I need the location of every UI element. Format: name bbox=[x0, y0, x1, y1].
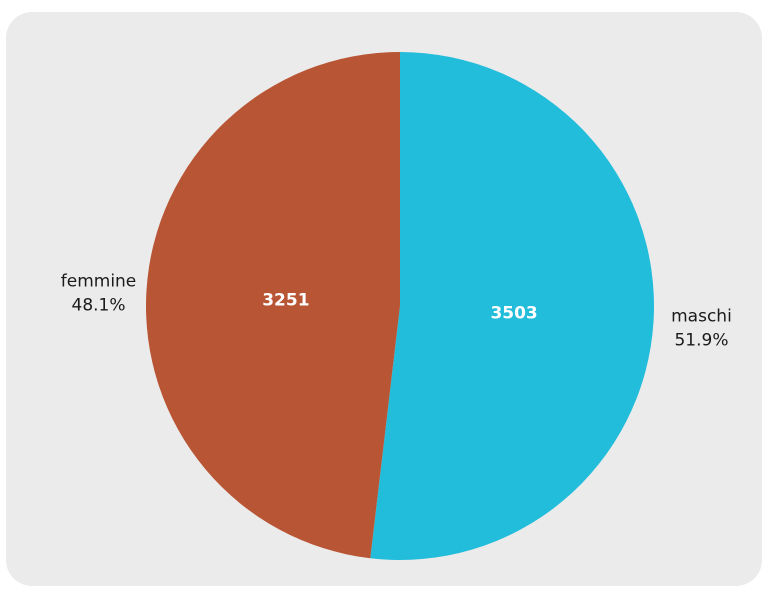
slice-label-femmine: femmine bbox=[61, 271, 137, 291]
slice-percent-maschi: 51.9% bbox=[674, 331, 728, 351]
pie-slices bbox=[146, 52, 655, 560]
pie-labels: 3503 maschi 51.9% 3251 femmine 48.1% bbox=[61, 271, 732, 350]
slice-percent-femmine: 48.1% bbox=[72, 295, 126, 315]
pie-slice-femmine bbox=[146, 52, 400, 559]
pie-slice-maschi bbox=[370, 52, 655, 560]
slice-value-femmine: 3251 bbox=[262, 290, 309, 310]
slice-label-maschi: maschi bbox=[671, 307, 732, 327]
slice-value-maschi: 3503 bbox=[490, 304, 537, 324]
